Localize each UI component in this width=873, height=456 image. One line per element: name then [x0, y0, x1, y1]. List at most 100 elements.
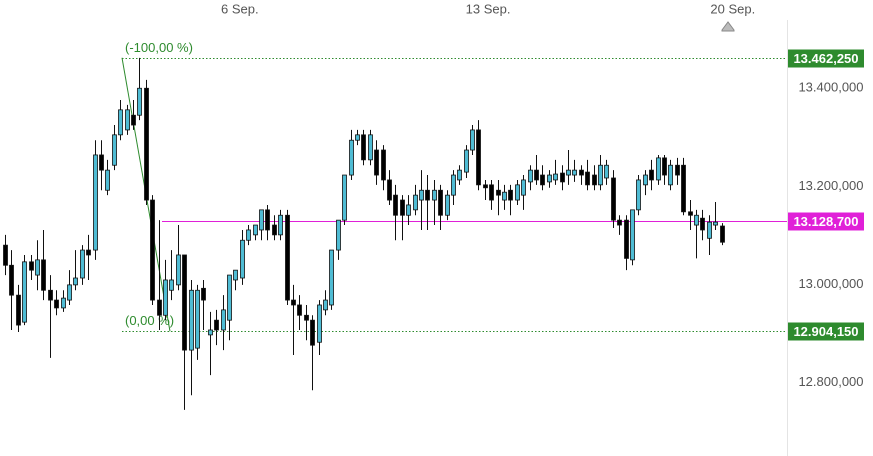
fib-label: (-100,00 %) [125, 40, 193, 55]
candle-body [41, 259, 46, 291]
y-tick-label: 13.400,000 [798, 80, 863, 95]
candle-body [528, 169, 533, 183]
candle-body [675, 164, 680, 176]
candle-body [118, 109, 123, 136]
candle-body [297, 304, 302, 316]
candle-body [310, 319, 315, 346]
candle-body [585, 171, 590, 186]
candle-body [355, 134, 360, 141]
candle-body [547, 174, 552, 183]
candle-body [291, 299, 296, 306]
candle-body [656, 157, 661, 181]
candle-body [80, 249, 85, 279]
price-badge [788, 322, 864, 341]
candle-body [163, 279, 168, 316]
candle-body [464, 149, 469, 173]
candle-body [413, 194, 418, 211]
x-tick-label: 20 Sep. [710, 1, 755, 16]
candle-body [189, 289, 194, 351]
candle-body [592, 174, 597, 186]
candle-body [361, 134, 366, 161]
candle-body [240, 239, 245, 279]
candle-body [425, 189, 430, 201]
candle-body [694, 214, 699, 226]
price-badge [788, 212, 864, 231]
candle-body [611, 177, 616, 221]
candle-body [105, 169, 110, 191]
candle-body [233, 269, 238, 281]
candle-body [137, 87, 142, 116]
price-badge [788, 49, 864, 68]
candle-body [368, 134, 373, 161]
candle-body [304, 314, 309, 321]
price-badge-label: 13.128,700 [793, 214, 858, 229]
candle-body [131, 114, 136, 126]
candle-body [502, 191, 507, 201]
candle-body [150, 199, 155, 301]
candle-body [253, 224, 258, 236]
y-tick-label: 13.000,000 [798, 276, 863, 291]
candle-body [317, 304, 322, 343]
candle-body [534, 169, 539, 181]
candle-body [112, 134, 117, 166]
candle-body [476, 129, 481, 186]
candle-body [208, 329, 213, 336]
candle-body [713, 221, 718, 226]
candle-body [720, 225, 725, 243]
candle-body [496, 189, 501, 196]
candle-body [35, 259, 40, 276]
candle-body [221, 309, 226, 331]
candle-body [67, 284, 72, 301]
candle-body [144, 87, 149, 201]
candle-body [445, 194, 450, 216]
candle-body [176, 254, 181, 286]
candle-body [54, 299, 59, 309]
candle-body [342, 174, 347, 221]
candle-body [688, 211, 693, 216]
candle-body [29, 261, 34, 271]
candle-body [182, 254, 187, 351]
candle-body [470, 129, 475, 151]
candle-body [99, 154, 104, 171]
candle-body [374, 149, 379, 176]
candle-body [508, 189, 513, 201]
candle-body [662, 157, 667, 176]
candle-body [707, 221, 712, 239]
candle-body [169, 279, 174, 291]
candle-body [86, 249, 91, 256]
candle-body [406, 204, 411, 216]
candle-body [521, 179, 526, 196]
candle-body [457, 169, 462, 181]
candle-body [432, 189, 437, 201]
candle-body [572, 169, 577, 176]
candle-body [323, 299, 328, 311]
candle-body [700, 217, 705, 231]
candle-body [125, 109, 130, 131]
candle-body [48, 289, 53, 301]
candle-body [636, 179, 641, 211]
candle-body [278, 214, 283, 236]
candle-body [643, 174, 648, 186]
candle-body [16, 294, 21, 326]
candle-body [227, 274, 232, 321]
candle-body [285, 214, 290, 301]
candle-body [9, 264, 14, 296]
marker-icon [721, 21, 735, 32]
candle-body [540, 174, 545, 186]
candle-body [604, 164, 609, 179]
candle-body [553, 173, 558, 181]
candle-body [393, 194, 398, 216]
candle-body [259, 209, 264, 231]
candle-body [617, 219, 622, 226]
candle-body [649, 169, 654, 181]
candle-body [624, 219, 629, 259]
candle-body [272, 224, 277, 236]
candle-body [246, 229, 251, 241]
candle-body [73, 277, 78, 286]
candle-body [451, 174, 456, 196]
candle-body [93, 154, 98, 251]
y-tick-label: 12.800,000 [798, 374, 863, 389]
